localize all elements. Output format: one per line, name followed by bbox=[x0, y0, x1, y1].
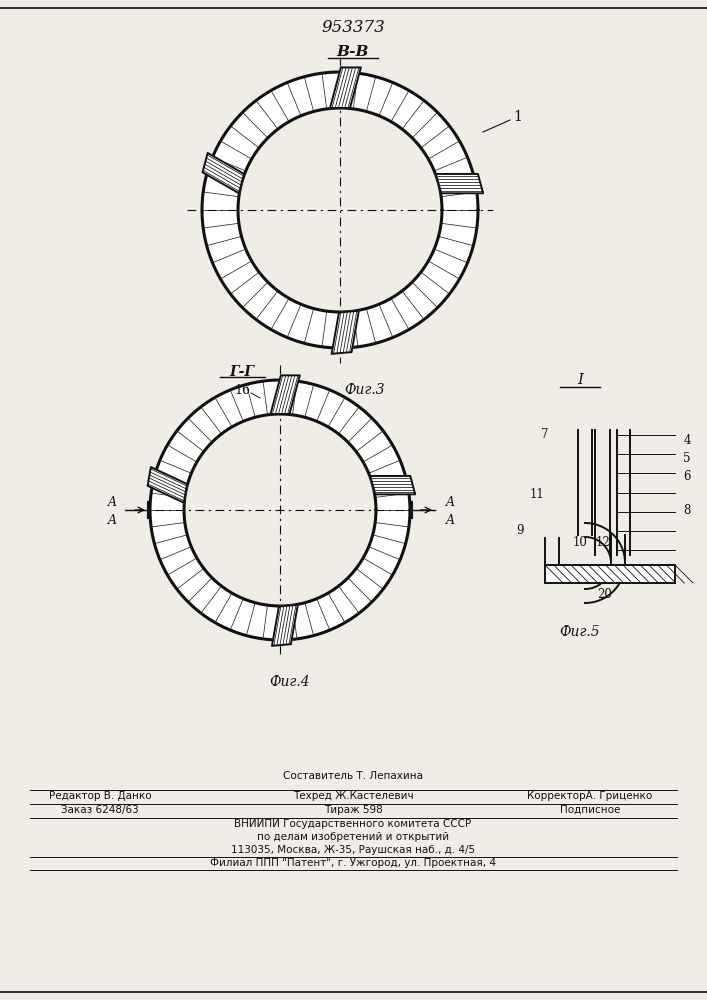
Text: Техред Ж.Кастелевич: Техред Ж.Кастелевич bbox=[293, 791, 414, 801]
Polygon shape bbox=[370, 476, 415, 494]
Polygon shape bbox=[150, 380, 410, 640]
Text: Подписное: Подписное bbox=[560, 805, 620, 815]
Text: 7: 7 bbox=[542, 428, 549, 442]
Text: A: A bbox=[445, 495, 455, 508]
Text: 20: 20 bbox=[597, 588, 612, 601]
Text: 4: 4 bbox=[683, 434, 691, 446]
Polygon shape bbox=[436, 174, 483, 193]
Text: 113035, Москва, Ж-35, Раушская наб., д. 4/5: 113035, Москва, Ж-35, Раушская наб., д. … bbox=[231, 845, 475, 855]
Text: Фиг.4: Фиг.4 bbox=[269, 675, 310, 689]
Text: по делам изобретений и открытий: по делам изобретений и открытий bbox=[257, 832, 449, 842]
Polygon shape bbox=[332, 311, 359, 354]
Text: B-B: B-B bbox=[337, 45, 369, 59]
Polygon shape bbox=[148, 467, 187, 503]
Text: 12: 12 bbox=[595, 536, 610, 550]
Text: Г-Г: Г-Г bbox=[230, 365, 255, 379]
Polygon shape bbox=[330, 67, 361, 108]
Polygon shape bbox=[202, 72, 478, 348]
Polygon shape bbox=[202, 153, 244, 193]
Polygon shape bbox=[272, 605, 298, 646]
Text: 8: 8 bbox=[683, 504, 691, 516]
Text: A: A bbox=[107, 495, 117, 508]
Polygon shape bbox=[184, 414, 376, 606]
Text: 11: 11 bbox=[530, 488, 544, 502]
Text: Фиг.3: Фиг.3 bbox=[345, 383, 385, 397]
Text: 10: 10 bbox=[573, 536, 588, 550]
Text: Заказ 6248/63: Заказ 6248/63 bbox=[61, 805, 139, 815]
Polygon shape bbox=[271, 375, 300, 414]
Text: Тираж 598: Тираж 598 bbox=[324, 805, 382, 815]
Text: Составитель Т. Лепахина: Составитель Т. Лепахина bbox=[283, 771, 423, 781]
Text: I: I bbox=[577, 373, 583, 387]
Bar bbox=[545, 565, 675, 583]
Text: Филиал ППП "Патент", г. Ужгород, ул. Проектная, 4: Филиал ППП "Патент", г. Ужгород, ул. Про… bbox=[210, 858, 496, 868]
Text: 1: 1 bbox=[513, 110, 522, 124]
Text: Редактор В. Данко: Редактор В. Данко bbox=[49, 791, 151, 801]
Text: 953373: 953373 bbox=[321, 19, 385, 36]
Text: 16: 16 bbox=[234, 383, 250, 396]
Text: 9: 9 bbox=[516, 524, 524, 536]
Text: 6: 6 bbox=[683, 470, 691, 483]
Polygon shape bbox=[238, 108, 442, 312]
Text: A: A bbox=[107, 514, 117, 526]
Text: 5: 5 bbox=[683, 452, 691, 464]
Text: ВНИИПИ Государственного комитета СССР: ВНИИПИ Государственного комитета СССР bbox=[235, 819, 472, 829]
Text: Фиг.5: Фиг.5 bbox=[560, 625, 600, 639]
Text: A: A bbox=[445, 514, 455, 526]
Text: КорректорА. Гриценко: КорректорА. Гриценко bbox=[527, 791, 653, 801]
